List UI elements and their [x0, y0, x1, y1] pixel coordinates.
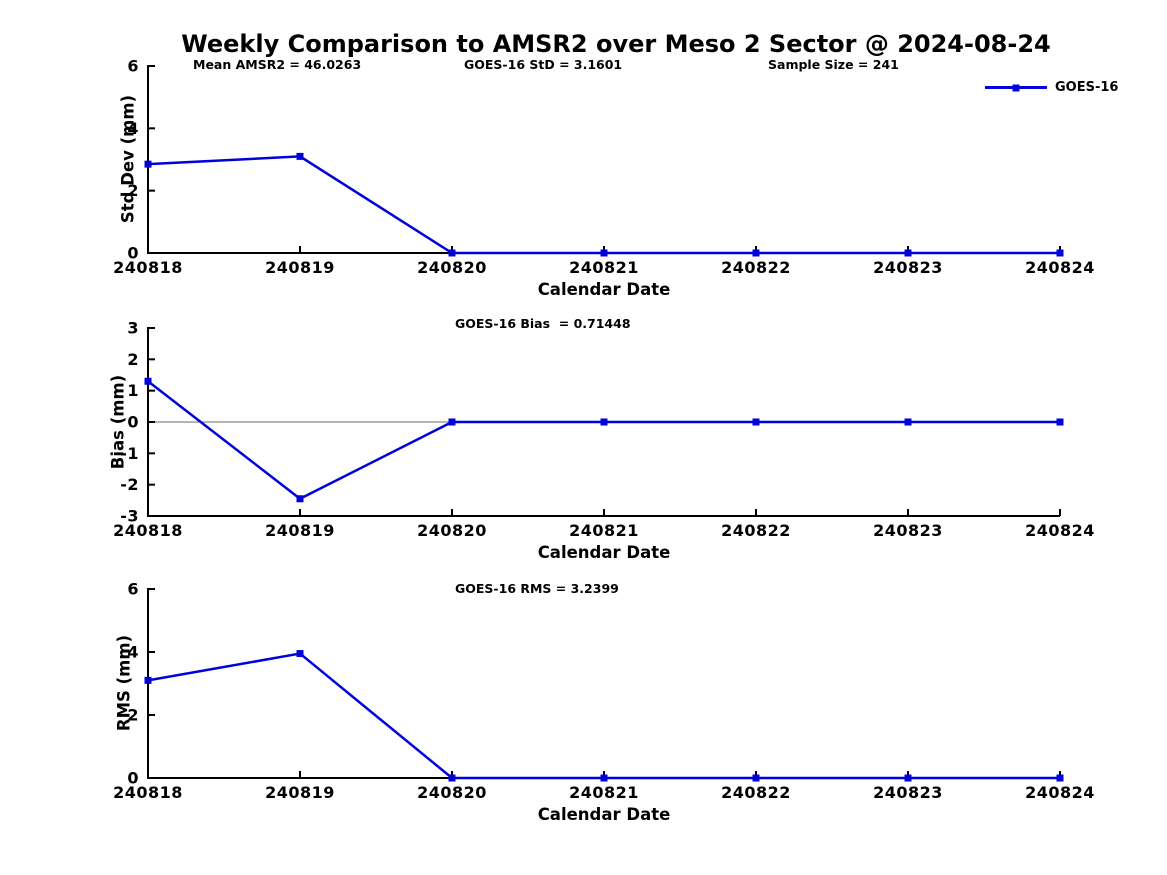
x-tick-label: 240819	[265, 258, 335, 277]
y-tick-label: -3	[120, 507, 139, 526]
y-tick-label: -2	[120, 475, 139, 494]
x-tick-label: 240822	[721, 258, 791, 277]
data-point-marker	[752, 418, 760, 426]
data-point-marker	[448, 774, 456, 782]
x-tick-label: 240820	[417, 521, 487, 540]
y-tick-label: 6	[127, 57, 139, 76]
x-tick-label: 240819	[265, 783, 335, 802]
data-point-marker	[1056, 774, 1064, 782]
annotation-mean-amsr2: Mean AMSR2 = 46.0263	[193, 57, 362, 72]
y-tick-label: -1	[120, 444, 139, 463]
data-point-marker	[144, 160, 152, 168]
data-point-marker	[600, 418, 608, 426]
x-tick-label: 240821	[569, 521, 639, 540]
x-tick-label: 240818	[113, 258, 183, 277]
y-tick-label: 4	[127, 643, 139, 662]
x-tick-label: 240824	[1025, 521, 1095, 540]
series-line	[147, 155, 1060, 255]
series-line	[147, 652, 1060, 780]
y-tick-label: 0	[127, 769, 139, 788]
data-point-marker	[448, 249, 456, 257]
data-point-marker	[296, 650, 304, 658]
y-axis-label-std-dev: Std Dev (mm)	[118, 94, 138, 224]
legend: GOES-16	[985, 80, 1118, 95]
data-point-marker	[752, 249, 760, 257]
data-point-marker	[904, 774, 912, 782]
x-tick-label: 240823	[873, 258, 943, 277]
x-tick-label: 240818	[113, 783, 183, 802]
x-tick-label: 240824	[1025, 783, 1095, 802]
x-tick-label: 240818	[113, 521, 183, 540]
data-point-marker	[144, 377, 152, 385]
data-point-marker	[1056, 418, 1064, 426]
x-axis-label-rms: Calendar Date	[537, 805, 671, 824]
x-tick-label: 240820	[417, 783, 487, 802]
y-tick-label: 0	[127, 413, 139, 432]
legend-square-marker-icon	[1012, 84, 1020, 91]
data-point-marker	[752, 774, 760, 782]
x-tick-label: 240823	[873, 783, 943, 802]
y-axis-label-rms: RMS (mm)	[114, 634, 134, 732]
y-tick-label: 3	[127, 319, 139, 338]
x-axis-label-bias: Calendar Date	[537, 543, 671, 562]
legend-label: GOES-16	[1055, 80, 1119, 95]
x-tick-label: 240821	[569, 783, 639, 802]
figure-title: Weekly Comparison to AMSR2 over Meso 2 S…	[181, 30, 1051, 58]
x-tick-label: 240823	[873, 521, 943, 540]
data-point-marker	[1056, 249, 1064, 257]
data-point-marker	[448, 418, 456, 426]
y-tick-label: 2	[127, 181, 139, 200]
annotation-sample-size: Sample Size = 241	[768, 57, 899, 72]
data-point-marker	[296, 152, 304, 160]
x-tick-label: 240821	[569, 258, 639, 277]
y-tick-label: 4	[127, 119, 139, 138]
y-tick-label: 0	[127, 244, 139, 263]
x-axis-label-std-dev: Calendar Date	[537, 280, 671, 299]
x-tick-label: 240822	[721, 521, 791, 540]
y-tick-label: 6	[127, 580, 139, 599]
data-point-marker	[144, 676, 152, 684]
x-tick-label: 240820	[417, 258, 487, 277]
data-point-marker	[600, 774, 608, 782]
data-point-marker	[600, 249, 608, 257]
subplot-title-rms: GOES-16 RMS = 3.2399	[455, 581, 619, 596]
y-axis-label-bias: Bias (mm)	[108, 374, 128, 470]
data-point-marker	[296, 495, 304, 503]
x-tick-label: 240824	[1025, 258, 1095, 277]
y-tick-label: 1	[127, 381, 139, 400]
data-point-marker	[904, 249, 912, 257]
data-point-marker	[904, 418, 912, 426]
series-line	[147, 380, 1060, 501]
x-tick-label: 240822	[721, 783, 791, 802]
annotation-goes16-std: GOES-16 StD = 3.1601	[464, 57, 623, 72]
y-tick-label: 2	[127, 706, 139, 725]
x-tick-label: 240819	[265, 521, 335, 540]
y-tick-label: 2	[127, 350, 139, 369]
subplot-title-bias: GOES-16 Bias = 0.71448	[455, 316, 631, 331]
legend-line-sample	[985, 84, 1047, 91]
